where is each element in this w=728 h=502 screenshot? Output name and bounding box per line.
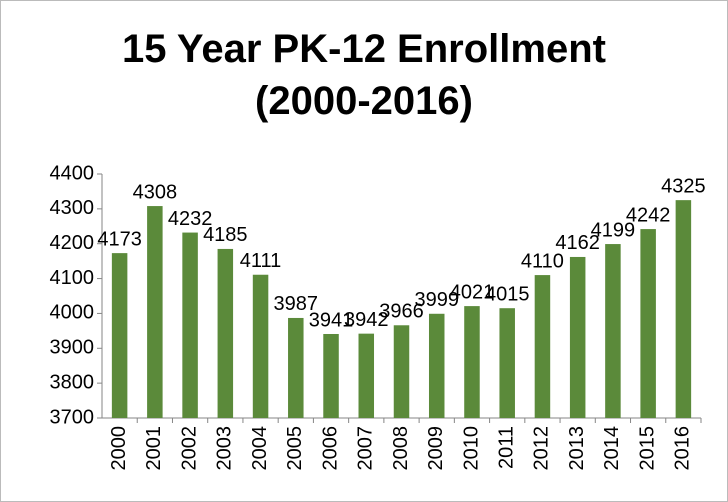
x-tick-label: 2011	[495, 426, 517, 469]
value-label: 3942	[344, 309, 389, 331]
bar	[111, 253, 128, 418]
x-tick-label: 2015	[636, 426, 658, 471]
value-label: 4015	[485, 283, 530, 305]
value-label: 4021	[450, 281, 495, 303]
y-tick-label: 4100	[50, 267, 95, 289]
bar	[393, 325, 410, 418]
value-label: 3987	[274, 293, 319, 315]
value-label: 4185	[203, 224, 248, 246]
x-tick-label: 2016	[672, 426, 694, 471]
value-label: 4162	[555, 232, 600, 254]
y-tick-label: 4300	[50, 197, 95, 219]
y-tick-label: 4200	[50, 232, 95, 254]
bar	[569, 256, 586, 418]
x-tick-label: 2010	[460, 426, 482, 471]
x-tick-label: 2013	[566, 426, 588, 471]
value-label: 3966	[379, 301, 424, 323]
x-tick-label: 2005	[284, 426, 306, 471]
x-tick-label: 2002	[178, 426, 200, 471]
bar	[323, 333, 339, 418]
value-label: 4173	[97, 228, 142, 250]
value-label: 4308	[133, 181, 178, 203]
bar	[464, 306, 480, 418]
bar	[499, 308, 515, 418]
bar	[252, 274, 269, 418]
y-tick-label: 3700	[50, 406, 95, 428]
x-tick-label: 2012	[531, 426, 553, 471]
value-label: 4232	[168, 208, 213, 230]
bar	[358, 333, 375, 418]
x-tick-label: 2009	[425, 426, 447, 471]
value-label: 3941	[309, 309, 354, 331]
x-tick-label: 2007	[355, 426, 377, 471]
x-tick-label: 2000	[108, 426, 130, 471]
title-box: 15 Year PK-12 Enrollment (2000-2016)	[1, 23, 727, 127]
value-label: 4242	[626, 204, 671, 226]
y-tick-label: 4400	[50, 162, 95, 184]
y-tick-label: 3800	[50, 371, 95, 393]
bar	[217, 248, 234, 418]
x-tick-label: 2008	[390, 426, 412, 471]
value-label: 4325	[661, 175, 706, 197]
value-label: 4110	[521, 250, 564, 272]
bar	[428, 313, 445, 418]
y-tick-label: 3900	[50, 337, 95, 359]
x-tick-label: 2014	[601, 426, 623, 471]
x-tick-label: 2004	[249, 426, 271, 471]
bar	[147, 206, 163, 418]
chart-title: 15 Year PK-12 Enrollment (2000-2016)	[122, 27, 606, 123]
x-tick-label: 2001	[143, 426, 165, 471]
bar	[675, 200, 692, 418]
bar	[605, 244, 621, 418]
value-label: 4199	[591, 219, 636, 241]
bar	[640, 229, 656, 418]
x-tick-label: 2006	[319, 426, 341, 471]
x-tick-label: 2003	[214, 426, 236, 471]
y-tick-label: 4000	[50, 302, 95, 324]
bar	[288, 317, 304, 418]
bar	[182, 232, 198, 418]
bar	[534, 275, 551, 418]
value-label: 4111	[240, 250, 282, 272]
value-label: 3999	[414, 289, 459, 311]
